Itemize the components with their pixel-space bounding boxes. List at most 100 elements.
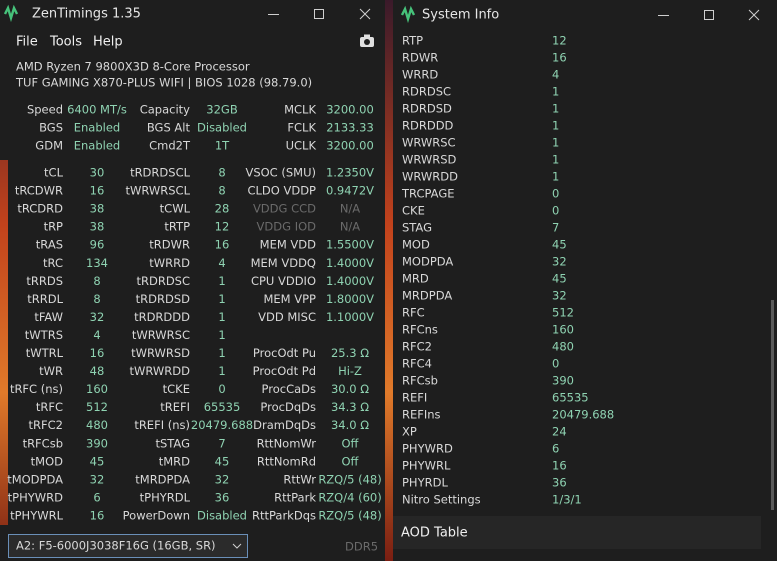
module-selection[interactable]: A2: F5-6000J3038F16G (16GB, SR) — [16, 539, 216, 553]
cpu-name: AMD Ryzen 7 9800X3D 8-Core Processor — [16, 60, 250, 74]
field-value: RZQ/4 (60) — [318, 490, 381, 504]
field-label: tRC — [43, 256, 63, 270]
field-value: RZQ/5 (48) — [318, 508, 381, 522]
field-value: 4 — [93, 328, 100, 342]
info-name: WRWRSD — [402, 153, 457, 167]
field-label: VDDG IOD — [257, 220, 317, 234]
field-value: 96 — [90, 238, 105, 252]
aod-table-header[interactable] — [393, 516, 761, 549]
field-label: ProcOdt Pd — [253, 364, 316, 378]
info-name: RDRDDD — [402, 119, 454, 133]
info-name: REFIns — [402, 408, 441, 422]
field-value: 134 — [86, 256, 108, 270]
field-value: 0 — [218, 382, 225, 396]
field-label: Capacity — [140, 103, 190, 117]
field-value: 12 — [215, 220, 230, 234]
close-button[interactable] — [359, 8, 371, 20]
menu-item[interactable]: Tools — [49, 35, 82, 50]
field-label: tRCDRD — [17, 202, 63, 216]
info-name: TRCPAGE — [401, 187, 455, 201]
info-name: XP — [402, 425, 417, 439]
field-value: 25.3 Ω — [331, 346, 369, 360]
info-name: MOD — [402, 238, 430, 252]
field-label: tRRDS — [26, 274, 63, 288]
field-value: 1.1000V — [326, 310, 374, 324]
info-value: 32 — [552, 255, 567, 269]
field-label: tPHYWRL — [10, 508, 63, 522]
info-name: CKE — [402, 204, 425, 218]
aod-table-label[interactable]: AOD Table — [401, 526, 468, 541]
field-value: 6400 MT/s — [67, 103, 127, 117]
info-value: 20479.688 — [552, 408, 614, 422]
module-dropdown[interactable] — [8, 534, 248, 558]
info-name: WRRD — [402, 68, 438, 82]
info-name: RFC — [402, 306, 425, 320]
camera-icon[interactable] — [360, 34, 374, 48]
field-value: 32 — [215, 472, 230, 486]
field-value: 8 — [218, 184, 225, 198]
field-value: 3200.00 — [326, 139, 374, 153]
field-label: ProcOdt Pu — [253, 346, 316, 360]
field-value: 34.3 Ω — [331, 400, 369, 414]
field-label: tWR — [39, 364, 63, 378]
field-value: 2133.33 — [326, 121, 374, 135]
close-button[interactable] — [748, 9, 760, 21]
info-name: RFCns — [402, 323, 438, 337]
field-value: Off — [342, 436, 360, 450]
info-name: WRWRDD — [402, 170, 458, 184]
info-value: 16 — [552, 459, 567, 473]
field-value: 16 — [215, 238, 230, 252]
field-label: tCKE — [163, 382, 190, 396]
field-value: 30.0 Ω — [331, 382, 369, 396]
field-label: tPHYRDL — [140, 490, 191, 504]
field-label: tRCDWR — [15, 184, 63, 198]
field-label: tRFC — [36, 400, 63, 414]
field-label: CPU VDDIO — [251, 274, 316, 288]
info-name: RTP — [402, 34, 423, 48]
menu-item[interactable]: File — [16, 35, 38, 50]
menu-item[interactable]: Help — [93, 35, 123, 50]
field-value: 8 — [218, 166, 225, 180]
field-label: VDD MISC — [258, 310, 316, 324]
field-label: tWRRD — [149, 256, 190, 270]
field-value: 20479.688 — [191, 418, 253, 432]
field-value: RZQ/5 (48) — [318, 472, 381, 486]
field-label: CLDO VDDP — [247, 184, 316, 198]
field-value: 45 — [215, 454, 230, 468]
field-label: tRAS — [36, 238, 63, 252]
scrollbar[interactable] — [771, 300, 774, 510]
info-value: 0 — [552, 204, 559, 218]
field-label: tCL — [44, 166, 64, 180]
maximize-button[interactable] — [704, 10, 714, 20]
field-value: Enabled — [74, 139, 120, 153]
info-name: RFC4 — [402, 357, 432, 371]
left-window-top — [0, 0, 385, 160]
field-label: tFAW — [34, 310, 63, 324]
info-name: MODPDA — [402, 255, 453, 269]
maximize-button[interactable] — [314, 9, 324, 19]
field-label: tWTRS — [25, 328, 63, 342]
field-value: 34.0 Ω — [331, 418, 369, 432]
info-name: Nitro Settings — [402, 493, 481, 507]
field-value: 1.4000V — [326, 274, 374, 288]
field-value: N/A — [340, 220, 360, 234]
field-value: Off — [342, 454, 360, 468]
field-label: tRFCsb — [23, 436, 63, 450]
field-label: VDDG CCD — [253, 202, 316, 216]
info-value: 16 — [552, 51, 567, 65]
info-value: 65535 — [552, 391, 589, 405]
field-label: RttParkDqs — [252, 508, 316, 522]
field-value: 1.8000V — [326, 292, 374, 306]
field-label: RttWr — [283, 472, 316, 486]
info-name: MRDPDA — [402, 289, 452, 303]
memory-type: DDR5 — [345, 540, 378, 554]
field-value: 36 — [215, 490, 230, 504]
info-name: PHYWRL — [402, 459, 451, 473]
info-value: 480 — [552, 340, 574, 354]
info-name: RFC2 — [402, 340, 432, 354]
field-label: tRFC (ns) — [10, 382, 63, 396]
right-window — [393, 0, 777, 561]
field-value: 1.5500V — [326, 238, 374, 252]
field-label: BGS Alt — [147, 121, 191, 135]
